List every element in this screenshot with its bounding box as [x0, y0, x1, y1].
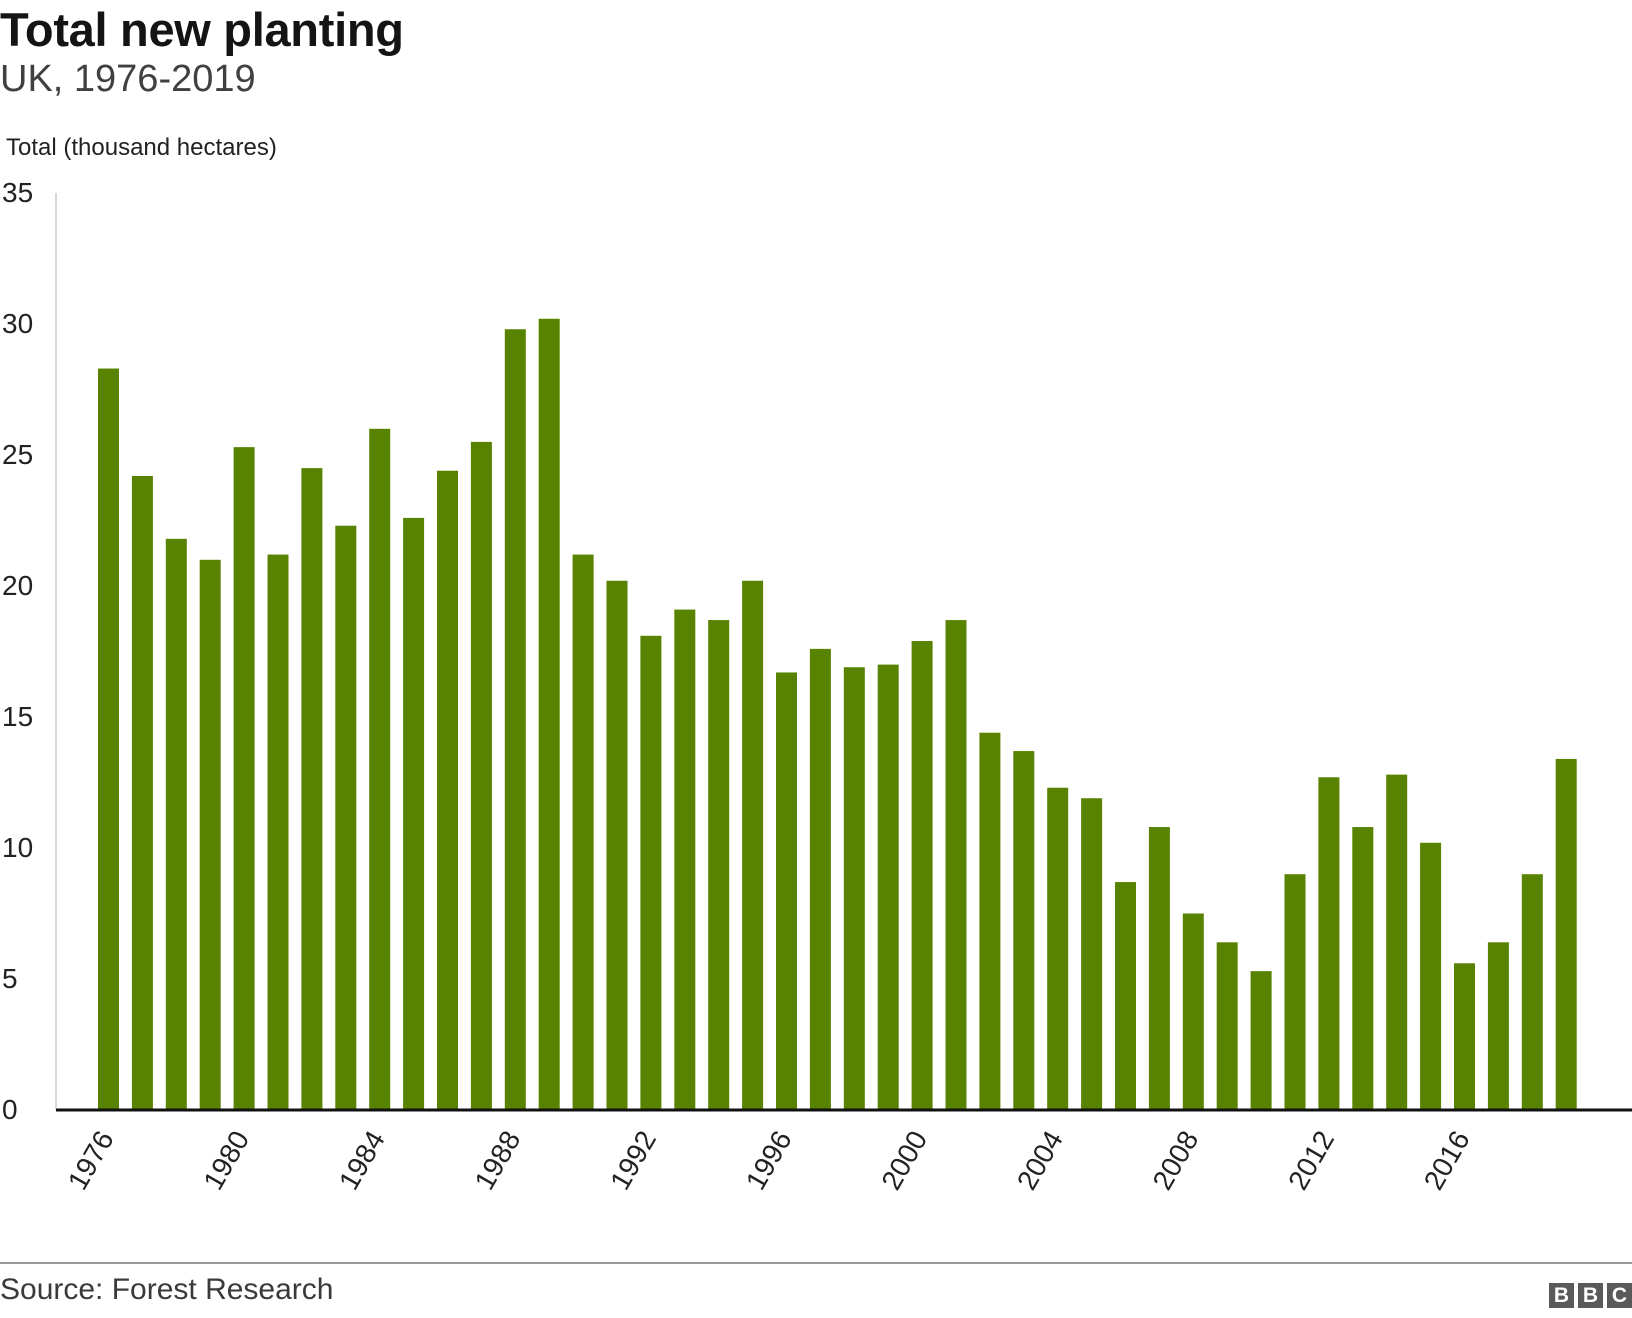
- bar-2004: [1047, 787, 1069, 1110]
- bar-2014: [1386, 774, 1408, 1110]
- bbc-logo: B B C: [1549, 1283, 1632, 1308]
- bar-chart: 0 5 10 15 20 25 30 35 1976 1980 1984 1988 1992 1996 20…: [2, 177, 1632, 1195]
- bar-2013: [1352, 827, 1374, 1110]
- x-tick-label-2012: 2012: [1282, 1126, 1340, 1195]
- bar-1979: [199, 559, 221, 1110]
- bar-2001: [945, 620, 967, 1110]
- bar-1998: [843, 667, 865, 1110]
- x-tick-label-2016: 2016: [1418, 1126, 1476, 1195]
- bar-1984: [369, 428, 391, 1110]
- bar-1991: [606, 580, 628, 1110]
- y-tick-label: 0: [2, 1094, 18, 1125]
- bar-1987: [470, 441, 492, 1110]
- x-tick-label-2000: 2000: [875, 1126, 933, 1195]
- bar-1989: [538, 318, 560, 1110]
- bar-1978: [165, 538, 187, 1110]
- bar-2015: [1420, 842, 1442, 1110]
- chart-title: Total new planting: [0, 3, 404, 56]
- bar-2002: [979, 732, 1001, 1110]
- bar-1982: [301, 468, 323, 1111]
- y-tick-label: 15: [2, 701, 33, 732]
- bar-1988: [504, 329, 526, 1110]
- y-tick-label: 5: [2, 963, 18, 994]
- bar-1976: [98, 368, 119, 1110]
- bar-1983: [335, 525, 357, 1110]
- bar-1995: [742, 580, 764, 1110]
- bar-1986: [437, 470, 458, 1111]
- logo-letter-c: C: [1607, 1283, 1632, 1308]
- x-tick-label-1992: 1992: [604, 1126, 662, 1195]
- x-tick-label-1984: 1984: [333, 1126, 391, 1195]
- bar-2008: [1182, 913, 1204, 1110]
- x-tick-label-1996: 1996: [740, 1126, 798, 1195]
- y-tick-label: 20: [2, 570, 33, 601]
- y-axis-label: Total (thousand hectares): [6, 134, 277, 161]
- bar-1980: [233, 447, 255, 1110]
- bar-2016: [1454, 963, 1475, 1110]
- bar-2017: [1487, 942, 1509, 1110]
- bar-2018: [1521, 874, 1543, 1110]
- x-tick-label-2004: 2004: [1011, 1126, 1069, 1195]
- logo-letter-b2: B: [1578, 1283, 1603, 1308]
- bar-2005: [1081, 798, 1103, 1110]
- bar-2019: [1555, 758, 1577, 1110]
- x-tick-label-1976: 1976: [62, 1126, 120, 1195]
- y-tick-label: 35: [2, 177, 33, 208]
- bar-1981: [267, 554, 289, 1110]
- bar-2009: [1216, 942, 1238, 1110]
- bar-2000: [911, 641, 933, 1110]
- y-tick-label: 30: [2, 308, 33, 339]
- chart-subtitle: UK, 1976-2019: [0, 58, 256, 100]
- x-tick-label-1988: 1988: [469, 1126, 527, 1195]
- bar-1992: [640, 635, 662, 1110]
- x-tick-label-2008: 2008: [1147, 1126, 1205, 1195]
- bar-1997: [809, 648, 831, 1110]
- bar-2007: [1148, 827, 1170, 1110]
- bar-2006: [1115, 882, 1136, 1110]
- bar-2010: [1250, 971, 1272, 1110]
- footer-divider: [0, 1262, 1632, 1264]
- bar-1994: [708, 620, 730, 1110]
- bar-1990: [572, 554, 594, 1110]
- bar-1985: [403, 517, 425, 1110]
- source-note: Source: Forest Research: [0, 1273, 334, 1306]
- bar-2003: [1013, 751, 1035, 1110]
- bar-1977: [131, 475, 153, 1111]
- x-tick-label-1980: 1980: [197, 1126, 255, 1195]
- y-tick-label: 10: [2, 832, 33, 863]
- bar-2012: [1318, 777, 1340, 1110]
- bar-1993: [674, 609, 696, 1110]
- bar-1996: [776, 672, 797, 1110]
- logo-letter-b1: B: [1549, 1283, 1574, 1308]
- bar-1999: [877, 664, 899, 1110]
- bar-2011: [1284, 874, 1306, 1110]
- y-tick-label: 25: [2, 439, 33, 470]
